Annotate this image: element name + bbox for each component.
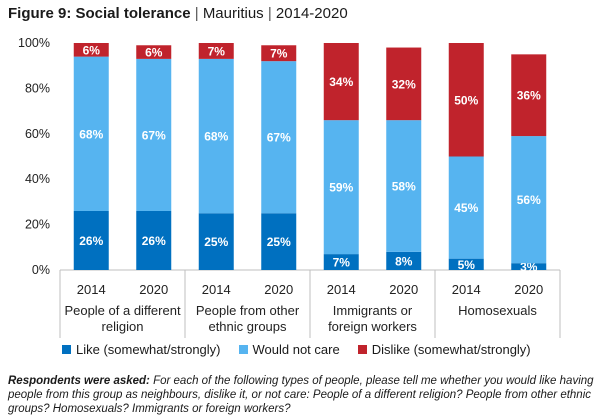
y-tick-label: 60% [25,127,50,141]
data-label: 45% [454,201,478,215]
group-label: religion [102,319,144,334]
group-label: People of a different [64,303,181,318]
bar-segment [448,258,484,270]
legend-swatch-would-not-care [238,345,248,354]
bar-segment [261,213,297,270]
data-label: 5% [458,258,476,272]
data-label: 6% [145,46,163,60]
data-label: 50% [454,93,478,107]
x-tick-label: 2014 [327,282,356,297]
data-label: 58% [392,180,416,194]
group-label: foreign workers [328,319,417,334]
figure-title-country: Mauritius [202,5,264,22]
legend-item-dislike: Dislike (somewhat/strongly) [357,342,531,357]
bar-segment [511,54,547,137]
data-label: 67% [267,131,291,145]
data-label: 68% [204,130,228,144]
bar-segment [448,43,484,157]
bar-segment [136,210,172,270]
bar-segment [386,120,422,252]
legend-label-dislike: Dislike (somewhat/strongly) [371,342,531,357]
data-label: 36% [517,89,541,103]
data-label: 67% [142,128,166,142]
stacked-bar-chart: 0% 20% 40% 60% 80% 100% 26% 68% 6% 2014 26% 67% 6% 20… [18,36,561,338]
bar-segment [198,43,234,59]
data-label: 34% [329,75,353,89]
bar-segment [73,43,109,57]
x-tick-label: 2020 [389,282,418,297]
bar-segment [261,61,297,214]
figure-title: Figure 9: Social tolerance | Mauritius |… [8,5,348,22]
group-label: Immigrants or [333,303,413,318]
x-tick-label: 2020 [139,282,168,297]
chart-legend: Like (somewhat/strongly) Would not care … [62,342,531,357]
legend-item-would-not-care: Would not care [238,342,340,357]
data-label: 3% [520,260,538,274]
bar-segment [386,47,422,121]
legend-swatch-like [62,345,71,354]
survey-question-note: Respondents were asked: For each of the … [8,374,596,416]
bar-segment [323,254,359,270]
y-tick-label: 20% [25,218,50,232]
bar-segment [511,136,547,264]
y-tick-label: 80% [25,81,50,95]
legend-label-like: Like (somewhat/strongly) [76,342,221,357]
data-label: 6% [83,43,101,57]
figure-title-years: 2014-2020 [275,5,348,22]
group-label: Homosexuals [458,303,537,318]
bar-segment [511,263,547,270]
x-tick-label: 2014 [452,282,481,297]
note-lead: Respondents were asked: [8,375,150,387]
data-label: 7% [333,256,351,270]
data-label: 56% [517,193,541,207]
note-text: For each of the following types of peopl… [8,375,594,415]
x-tick-label: 2014 [202,282,231,297]
figure-title-separator-2: | [267,5,272,22]
bar-segment [323,43,359,121]
bar-segment [73,56,109,211]
figure-title-separator-1: | [194,5,199,22]
data-label: 68% [79,127,103,141]
group-label: ethnic groups [208,319,287,334]
bar-segment [136,58,172,211]
data-label: 7% [270,47,288,61]
data-label: 25% [267,235,291,249]
legend-item-like: Like (somewhat/strongly) [62,342,221,357]
y-tick-label: 0% [32,263,50,277]
bar-segment [198,58,234,214]
x-tick-label: 2020 [264,282,293,297]
legend-label-would-not-care: Would not care [252,342,340,357]
data-label: 32% [392,77,416,91]
x-tick-label: 2020 [514,282,543,297]
data-label: 8% [395,254,413,268]
y-tick-label: 40% [25,172,50,186]
x-tick-label: 2014 [77,282,106,297]
legend-swatch-dislike [357,345,367,354]
data-label: 26% [142,234,166,248]
bar-segment [73,210,109,270]
data-label: 25% [204,235,228,249]
bar-segment [448,156,484,259]
data-label: 26% [79,234,103,248]
data-label: 59% [329,181,353,195]
group-label: People from other [196,303,300,318]
bar-segment [261,45,297,62]
figure-title-main: Figure 9: Social tolerance [8,5,191,22]
bar-segment [323,120,359,255]
bar-segment [198,213,234,270]
bar-segment [136,45,172,59]
data-label: 7% [208,44,226,58]
bar-segment [386,251,422,270]
y-tick-label: 100% [18,36,50,50]
